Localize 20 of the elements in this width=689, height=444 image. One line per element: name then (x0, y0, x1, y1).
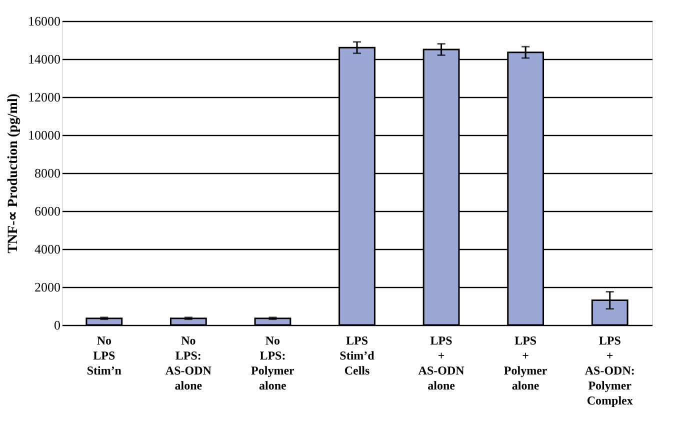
x-tick-label: LPS + AS-ODN alone (418, 334, 465, 392)
y-tick-label: 12000 (28, 90, 60, 104)
y-tick-label: 0 (54, 318, 60, 332)
x-tick-label: LPS Stim’d Cells (340, 334, 375, 378)
bar (170, 318, 207, 326)
bar (86, 318, 123, 326)
x-tick-label: No LPS: AS-ODN alone (165, 334, 212, 392)
y-tick-label: 6000 (34, 204, 60, 218)
y-tick-label: 8000 (34, 166, 60, 180)
x-tick-label: No LPS Stim’n (86, 334, 122, 378)
y-tick-label: 10000 (28, 128, 60, 142)
x-tick-label: LPS + Polymer alone (504, 334, 548, 392)
y-tick-label: 4000 (34, 242, 60, 256)
y-tick-label: 16000 (28, 14, 60, 28)
x-tick-label: No LPS: Polymer alone (251, 334, 296, 392)
y-tick-label: 14000 (28, 52, 60, 66)
y-axis-title: TNF-∝ Production (pg/ml) (6, 93, 21, 254)
bar (254, 318, 292, 326)
y-tick-label: 2000 (34, 280, 60, 294)
x-tick-label: LPS + AS-ODN: Polymer Complex (584, 334, 635, 408)
